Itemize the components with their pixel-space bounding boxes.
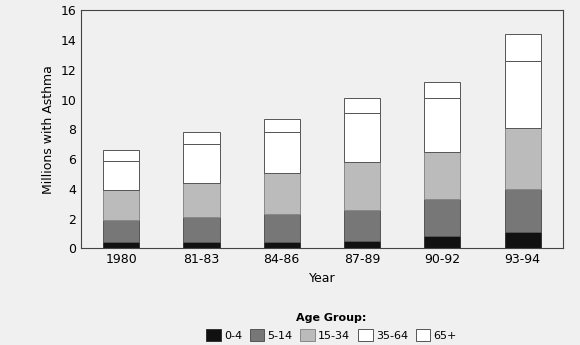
Bar bbox=[264, 172, 300, 214]
Bar bbox=[505, 232, 541, 248]
Bar bbox=[505, 128, 541, 189]
Bar bbox=[103, 161, 139, 190]
Bar bbox=[344, 113, 380, 162]
Bar bbox=[264, 243, 300, 248]
Y-axis label: Millions with Asthma: Millions with Asthma bbox=[42, 65, 55, 194]
Bar bbox=[264, 119, 300, 132]
Bar bbox=[344, 210, 380, 241]
Bar bbox=[425, 237, 461, 248]
Legend: 0-4, 5-14, 15-34, 35-64, 65+: 0-4, 5-14, 15-34, 35-64, 65+ bbox=[206, 314, 457, 341]
Bar bbox=[103, 243, 139, 248]
Bar bbox=[183, 183, 219, 217]
Bar bbox=[103, 220, 139, 243]
Bar bbox=[505, 61, 541, 128]
Bar bbox=[264, 214, 300, 243]
Bar bbox=[344, 98, 380, 113]
Bar bbox=[425, 152, 461, 199]
Bar bbox=[183, 243, 219, 248]
Bar bbox=[505, 189, 541, 232]
Bar bbox=[264, 132, 300, 172]
Bar bbox=[344, 241, 380, 248]
Bar bbox=[183, 217, 219, 243]
Bar bbox=[103, 190, 139, 220]
Bar bbox=[505, 34, 541, 61]
Bar bbox=[183, 132, 219, 144]
Bar bbox=[183, 144, 219, 183]
Bar bbox=[103, 150, 139, 161]
Bar bbox=[425, 199, 461, 237]
X-axis label: Year: Year bbox=[309, 272, 335, 285]
Bar bbox=[425, 82, 461, 98]
Bar bbox=[344, 162, 380, 210]
Bar bbox=[425, 98, 461, 152]
